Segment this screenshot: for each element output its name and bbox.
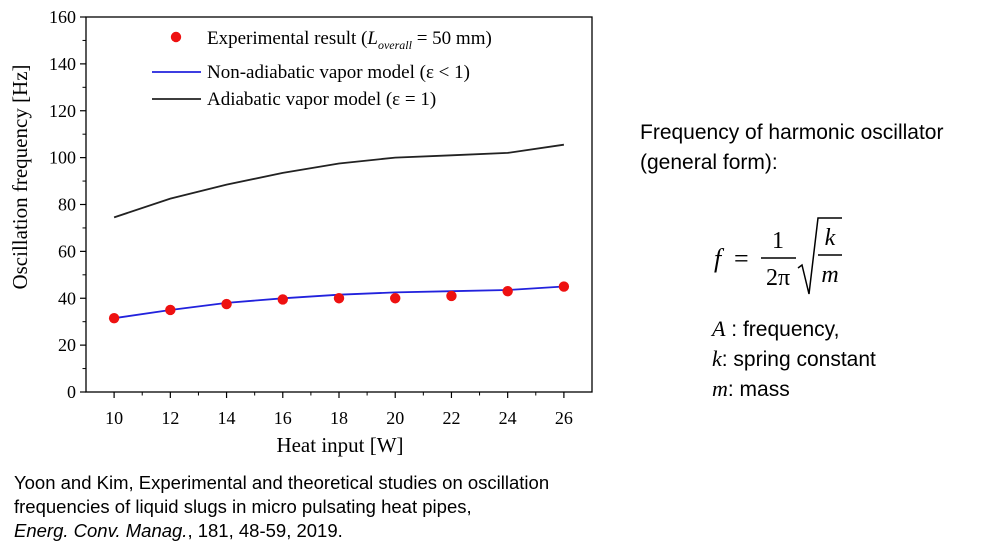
experimental-point bbox=[277, 294, 288, 305]
legend: Experimental result (Loverall = 50 mm) No… bbox=[152, 28, 492, 110]
citation-line-3: Energ. Conv. Manag., 181, 48-59, 2019. bbox=[14, 519, 654, 543]
harmonic-frequency-formula: f = 1 2π k m bbox=[714, 217, 842, 295]
x-tick-label: 20 bbox=[386, 408, 404, 428]
experimental-point bbox=[221, 298, 232, 310]
definition-spring-constant: k: spring constant bbox=[712, 344, 876, 374]
legend-label-non-adiabatic: Non-adiabatic vapor model (ε < 1) bbox=[207, 62, 470, 83]
definition-text: : frequency, bbox=[725, 318, 840, 341]
y-tick-label: 60 bbox=[58, 241, 76, 261]
experimental-point bbox=[446, 290, 457, 302]
x-tick-label: 18 bbox=[330, 408, 348, 428]
definition-text: : mass bbox=[727, 378, 790, 401]
formula-numerator: 1 bbox=[772, 228, 784, 254]
formula-sqrt-numerator: k bbox=[825, 225, 836, 251]
formula-heading-line-1: Frequency of harmonic oscillator bbox=[640, 121, 944, 144]
x-tick-label: 26 bbox=[555, 408, 573, 428]
y-axis-label: Oscillation frequency [Hz] bbox=[8, 64, 32, 289]
y-tick-label: 80 bbox=[58, 195, 76, 215]
citation: Yoon and Kim, Experimental and theoretic… bbox=[14, 471, 654, 543]
experimental-point bbox=[502, 286, 513, 297]
experimental-point bbox=[558, 281, 570, 292]
x-tick-label: 12 bbox=[161, 408, 179, 428]
experimental-point bbox=[165, 304, 176, 316]
formula-equals: = bbox=[734, 244, 749, 273]
x-tick-label: 16 bbox=[274, 408, 292, 428]
y-tick-label: 140 bbox=[49, 54, 76, 74]
definition-symbol: m bbox=[712, 376, 728, 401]
definition-mass: m: mass bbox=[712, 374, 876, 404]
x-tick-label: 22 bbox=[442, 408, 460, 428]
definition-frequency: A : frequency, bbox=[712, 314, 876, 344]
definition-text: : spring constant bbox=[721, 348, 876, 371]
y-tick-label: 160 bbox=[49, 7, 76, 27]
formula-heading: Frequency of harmonic oscillator (genera… bbox=[640, 118, 1000, 178]
formula-heading-line-2: (general form): bbox=[640, 151, 778, 174]
x-tick-label: 14 bbox=[218, 408, 236, 428]
y-tick-label: 100 bbox=[49, 148, 76, 168]
tick-labels: 10 12 14 16 18 20 22 24 26 0 20 40 60 80 100 120 140 160 bbox=[49, 7, 573, 428]
formula-definitions: A : frequency, k: spring constant m: mas… bbox=[712, 314, 876, 404]
y-tick-label: 20 bbox=[58, 335, 76, 355]
experimental-point bbox=[108, 312, 120, 324]
axis-ticks bbox=[80, 16, 565, 398]
citation-line-1: Yoon and Kim, Experimental and theoretic… bbox=[14, 472, 550, 493]
adiabatic-model-line bbox=[113, 143, 565, 219]
y-tick-label: 120 bbox=[49, 101, 76, 121]
experimental-point bbox=[390, 293, 401, 304]
citation-journal: Energ. Conv. Manag. bbox=[14, 520, 188, 541]
definition-symbol: A bbox=[712, 316, 726, 341]
oscillation-frequency-chart: 10 12 14 16 18 20 22 24 26020406080100120140160 … bbox=[8, 7, 593, 457]
x-tick-label: 24 bbox=[499, 408, 517, 428]
series-layer bbox=[108, 143, 570, 324]
formula-sqrt-denominator: m bbox=[821, 262, 838, 288]
legend-label-experimental: Experimental result (Loverall = 50 mm) bbox=[207, 28, 492, 52]
citation-details: , 181, 48-59, 2019. bbox=[187, 520, 343, 541]
y-tick-label: 40 bbox=[58, 288, 76, 308]
radical-sign bbox=[797, 217, 842, 295]
formula-denominator: 2π bbox=[766, 265, 790, 291]
x-tick-label: 10 bbox=[105, 408, 123, 428]
formula-lhs: f bbox=[714, 244, 725, 273]
legend-marker-experimental bbox=[170, 31, 182, 43]
experimental-point bbox=[333, 293, 345, 304]
y-tick-label: 0 bbox=[67, 382, 76, 402]
definition-symbol: k bbox=[712, 346, 722, 371]
x-axis-label: Heat input [W] bbox=[276, 433, 403, 457]
formula-panel: Frequency of harmonic oscillator (genera… bbox=[640, 118, 1000, 401]
citation-line-2: frequencies of liquid slugs in micro pul… bbox=[14, 496, 472, 517]
legend-label-adiabatic: Adiabatic vapor model (ε = 1) bbox=[207, 89, 436, 110]
